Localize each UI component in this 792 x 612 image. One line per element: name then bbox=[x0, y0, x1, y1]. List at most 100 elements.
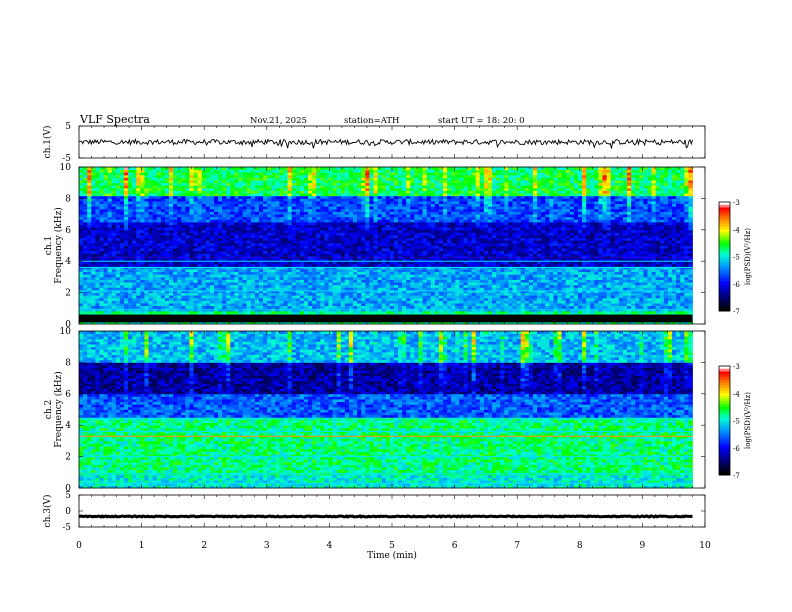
spectrogram-cell bbox=[205, 235, 211, 239]
spectrogram-cell bbox=[594, 263, 599, 267]
spectrogram-cell bbox=[275, 240, 280, 244]
spectrogram-cell bbox=[87, 287, 92, 291]
spectrogram-cell bbox=[602, 237, 607, 241]
spectrogram-cell bbox=[508, 297, 513, 301]
spectrogram-cell bbox=[226, 237, 231, 241]
spectrogram-cell bbox=[504, 242, 509, 246]
spectrogram-cell bbox=[160, 255, 166, 259]
spectrogram-cell bbox=[659, 250, 665, 254]
spectrogram-cell bbox=[475, 276, 481, 280]
spectrogram-cell bbox=[258, 297, 264, 301]
spectrogram-cell bbox=[123, 271, 129, 275]
spectrogram-cell bbox=[557, 321, 562, 325]
spectrogram-cell bbox=[181, 261, 186, 265]
spectrogram-cell bbox=[103, 321, 109, 325]
spectrogram-cell bbox=[586, 292, 591, 296]
spectrogram-cell bbox=[115, 263, 121, 267]
spectrogram-cell bbox=[287, 245, 293, 249]
spectrogram-cell bbox=[398, 245, 403, 249]
spectrogram-cell bbox=[524, 245, 530, 249]
spectrogram-cell bbox=[222, 253, 227, 257]
spectrogram-cell bbox=[348, 282, 354, 286]
spectrogram-cell bbox=[569, 310, 575, 314]
spectrogram-cell bbox=[614, 287, 620, 291]
spectrogram-cell bbox=[340, 245, 346, 249]
spectrogram-cell bbox=[573, 261, 579, 265]
spectrogram-cell bbox=[91, 297, 96, 301]
spectrogram-cell bbox=[537, 263, 542, 267]
spectrogram-cell bbox=[381, 274, 387, 278]
spectrogram-cell bbox=[422, 300, 428, 304]
spectrogram-cell bbox=[655, 274, 661, 278]
spectrogram-cell bbox=[438, 271, 444, 275]
spectrogram-cell bbox=[414, 245, 419, 249]
spectrogram-cell bbox=[643, 274, 648, 278]
spectrogram-cell bbox=[398, 258, 403, 262]
spectrogram-cell bbox=[308, 253, 313, 257]
spectrogram-cell bbox=[181, 321, 186, 325]
spectrogram-cell bbox=[246, 279, 252, 283]
spectrogram-cell bbox=[577, 276, 583, 280]
spectrogram-cell bbox=[173, 287, 178, 291]
spectrogram-cell bbox=[197, 271, 203, 275]
spectrogram-cell bbox=[406, 292, 411, 296]
spectrogram-cell bbox=[263, 284, 268, 288]
spectrogram-cell bbox=[209, 269, 215, 273]
spectrogram-cell bbox=[79, 258, 84, 262]
ch1-waveform-y-label: ch.1(V) bbox=[42, 126, 53, 159]
spectrogram-cell bbox=[218, 255, 223, 259]
spectrogram-cell bbox=[651, 284, 657, 288]
spectrogram-cell bbox=[344, 240, 350, 244]
spectrogram-cell bbox=[569, 261, 575, 265]
spectrogram-cell bbox=[271, 250, 276, 254]
spectrogram-cell bbox=[185, 235, 190, 239]
spectrogram-cell bbox=[332, 292, 338, 296]
spectrogram-cell bbox=[438, 300, 444, 304]
spectrogram-cell bbox=[365, 295, 370, 299]
spectrogram-cell bbox=[324, 300, 329, 304]
spectrogram-cell bbox=[328, 295, 333, 299]
spectrogram-cell bbox=[688, 242, 693, 246]
spectrogram-cell bbox=[287, 303, 293, 307]
spectrogram-cell bbox=[332, 274, 338, 278]
spectrogram-cell bbox=[398, 321, 403, 325]
spectrogram-cell bbox=[99, 295, 104, 299]
spectrogram-cell bbox=[332, 310, 338, 314]
spectrogram-cell bbox=[340, 310, 346, 314]
spectrogram-cell bbox=[663, 276, 669, 280]
spectrogram-cell bbox=[569, 240, 575, 244]
spectrogram-cell bbox=[258, 258, 264, 262]
spectrogram-cell bbox=[393, 279, 399, 283]
spectrogram-cell bbox=[295, 242, 301, 246]
spectrogram-cell bbox=[164, 284, 170, 288]
spectrogram-cell bbox=[688, 263, 693, 267]
spectrogram-cell bbox=[659, 282, 665, 286]
spectrogram-cell bbox=[250, 271, 256, 275]
spectrogram-cell bbox=[418, 292, 423, 296]
spectrogram-cell bbox=[631, 276, 636, 280]
spectrogram-cell bbox=[643, 237, 648, 241]
spectrogram-cell bbox=[254, 242, 260, 246]
spectrogram-cell bbox=[357, 255, 362, 259]
spectrogram-cell bbox=[336, 284, 342, 288]
spectrogram-cell bbox=[328, 271, 333, 275]
spectrogram-cell bbox=[136, 245, 141, 249]
spectrogram-cell bbox=[156, 263, 162, 267]
spectrogram-cell bbox=[520, 287, 526, 291]
spectrogram-cell bbox=[218, 250, 223, 254]
spectrogram-cell bbox=[213, 261, 219, 265]
spectrogram-cell bbox=[328, 305, 333, 309]
spectrogram-cell bbox=[398, 248, 403, 252]
spectrogram-cell bbox=[234, 305, 239, 309]
spectrogram-cell bbox=[393, 292, 399, 296]
spectrogram-cell bbox=[95, 310, 100, 314]
spectrogram-cell bbox=[389, 276, 395, 280]
spectrogram-cell bbox=[618, 321, 624, 325]
spectrogram-cell bbox=[512, 276, 518, 280]
spectrogram-cell bbox=[353, 242, 358, 246]
spectrogram-cell bbox=[83, 295, 88, 299]
spectrogram-cell bbox=[422, 240, 428, 244]
spectrogram-cell bbox=[369, 253, 374, 257]
spectrogram-cell bbox=[160, 310, 166, 314]
spectrogram-cell bbox=[344, 258, 350, 262]
